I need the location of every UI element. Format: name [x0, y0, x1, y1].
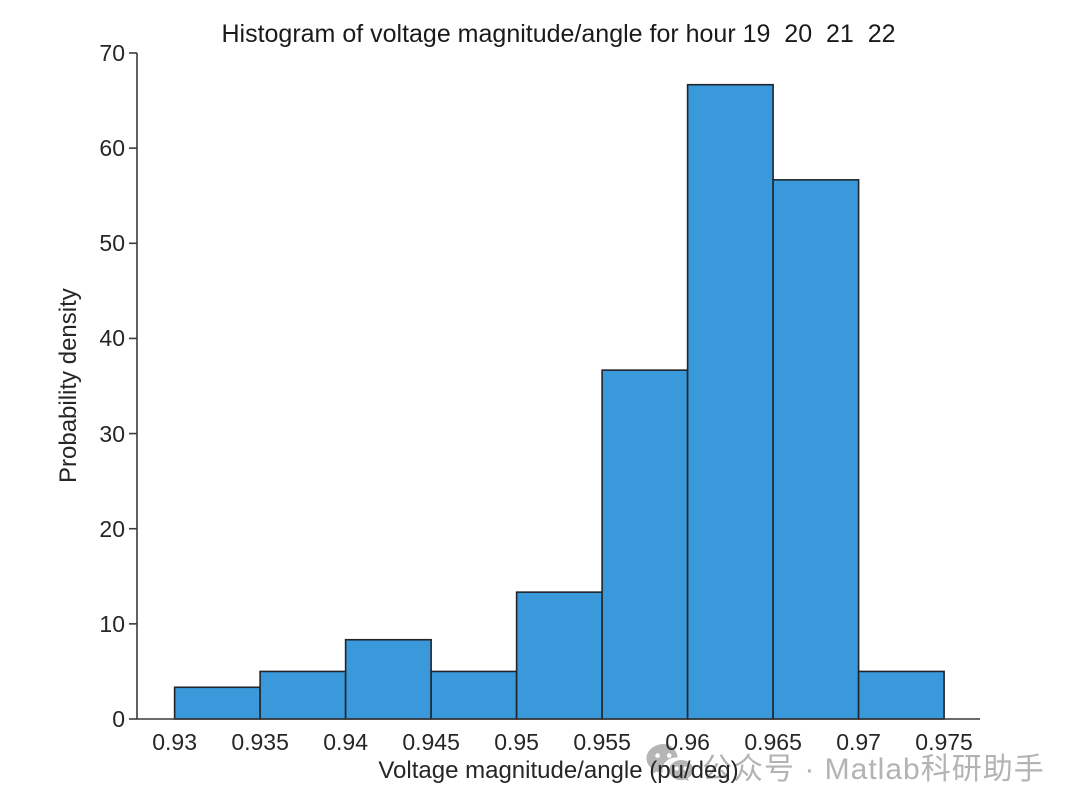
- x-tick-label: 0.935: [231, 729, 289, 755]
- x-tick-label: 0.94: [323, 729, 368, 755]
- watermark-text: 公众号 · Matlab科研助手: [702, 753, 1045, 786]
- histogram-bar: [857, 670, 945, 720]
- chart-title: Histogram of voltage magnitude/angle for…: [221, 20, 896, 48]
- histogram-bar: [772, 179, 860, 720]
- y-tick-label: 60: [99, 135, 125, 162]
- histogram-bar: [686, 83, 774, 720]
- x-tick-label: 0.965: [744, 729, 802, 755]
- y-tick-label: 30: [99, 420, 125, 447]
- x-tick-label: 0.96: [665, 729, 710, 755]
- x-tick-label: 0.95: [494, 729, 539, 755]
- wechat-icon: [646, 744, 695, 785]
- y-tick-label: 0: [112, 706, 125, 732]
- y-tick-label: 70: [99, 40, 125, 66]
- watermark: 公众号 · Matlab科研助手: [644, 741, 1045, 791]
- y-tick-label: 50: [99, 230, 125, 257]
- x-tick-label: 0.975: [915, 729, 973, 755]
- x-tick-label: 0.955: [573, 729, 631, 755]
- histogram-bar: [344, 638, 432, 720]
- histogram-bar: [173, 686, 261, 720]
- y-tick-label: 20: [99, 515, 125, 542]
- histogram-bar: [259, 670, 347, 720]
- y-tick-label: 40: [99, 325, 125, 352]
- x-tick-label: 0.93: [152, 729, 197, 755]
- y-tick-label: 10: [99, 610, 125, 637]
- plot-area: [129, 52, 980, 720]
- x-tick-label: 0.945: [402, 729, 460, 755]
- x-axis-label: Voltage magnitude/angle (pu/deg): [378, 757, 739, 784]
- histogram-bar: [515, 591, 603, 720]
- histogram-bar: [601, 369, 689, 720]
- x-tick-label: 0.97: [836, 729, 881, 755]
- histogram-bar: [430, 670, 518, 720]
